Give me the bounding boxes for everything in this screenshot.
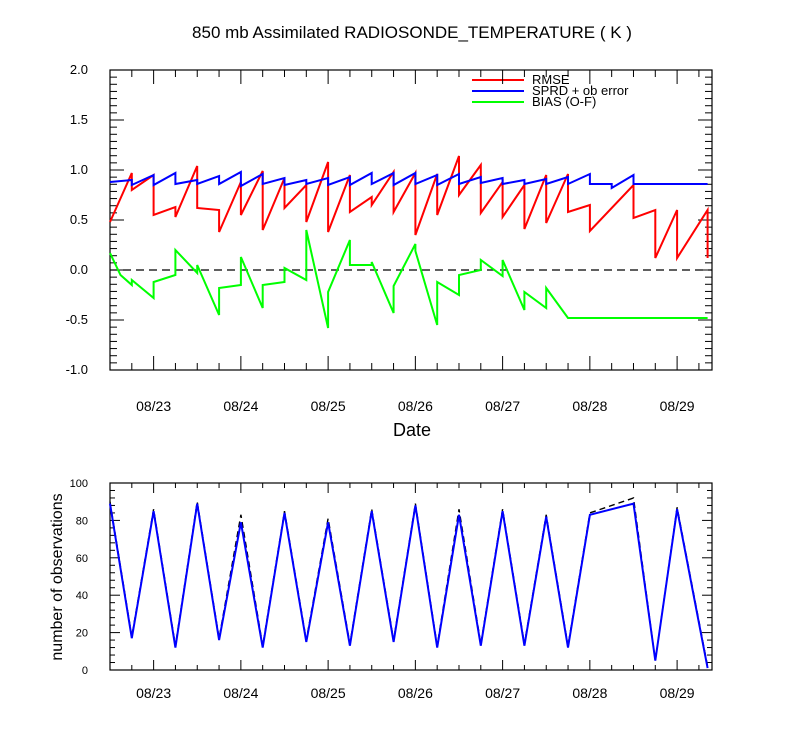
y-tick-label: 100 [70, 478, 88, 490]
x-tick-label: 08/23 [136, 398, 171, 414]
bottom-panel: number of observations 0 20 40 60 80 100 08/23… [49, 478, 713, 701]
plot-frame [109, 69, 713, 371]
x-tick-label: 08/29 [660, 685, 695, 701]
y-tick-label: 40 [76, 590, 88, 602]
x-tick-label: 08/25 [311, 398, 346, 414]
y-axis-label: number of observations [49, 493, 66, 660]
x-tick-label: 08/26 [398, 398, 433, 414]
y-tick-label: 2.0 [70, 62, 88, 77]
y-tick-label: -1.0 [66, 362, 88, 377]
plot-frame [109, 482, 713, 671]
series-line-rmse [109, 155, 709, 262]
y-tick-label: 0 [82, 665, 88, 677]
x-tick-label: 08/26 [398, 685, 433, 701]
x-tick-label: 08/27 [485, 398, 520, 414]
x-tick-label: 08/23 [136, 685, 171, 701]
x-tick-label: 08/28 [572, 398, 607, 414]
y-tick-label: 1.5 [70, 112, 88, 127]
x-tick-label: 08/24 [223, 398, 258, 414]
legend-label: SPRD + ob error [532, 83, 629, 98]
series-line-obs-used [109, 502, 709, 669]
top-panel: 850 mb Assimilated RADIOSONDE_TEMPERATUR… [66, 23, 713, 440]
chart-title: 850 mb Assimilated RADIOSONDE_TEMPERATUR… [192, 23, 632, 42]
series-line-bias-o-f- [109, 229, 708, 329]
x-tick-label: 08/24 [223, 685, 258, 701]
x-tick-label: 08/27 [485, 685, 520, 701]
legend-label: RMSE [532, 72, 570, 87]
y-tick-label: 20 [76, 628, 88, 640]
legend-label: BIAS (O-F) [532, 94, 596, 109]
y-tick-label: -0.5 [66, 312, 88, 327]
y-tick-label: 80 [76, 515, 88, 527]
x-axis-label: Date [393, 420, 431, 440]
x-tick-label: 08/25 [311, 685, 346, 701]
y-tick-label: 1.0 [70, 162, 88, 177]
x-tick-label: 08/29 [660, 398, 695, 414]
x-tick-label: 08/28 [572, 685, 607, 701]
series-line-sprd-ob-error [109, 170, 708, 190]
y-tick-label: 0.0 [70, 262, 88, 277]
y-tick-label: 0.5 [70, 212, 88, 227]
y-tick-label: 60 [76, 553, 88, 565]
